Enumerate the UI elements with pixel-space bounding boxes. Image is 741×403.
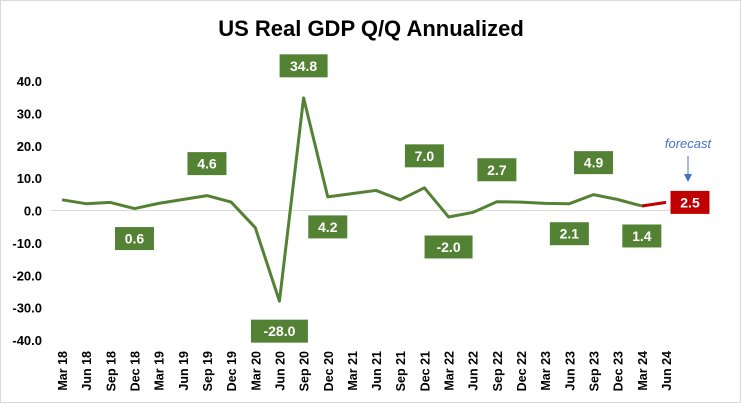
data-label: 4.6 [197, 156, 217, 172]
x-axis: Mar 18 Jun 18 Sep 18 Dec 18 Mar 19 Jun 19 Sep … [56, 351, 674, 391]
data-label-box [404, 144, 444, 168]
data-label: 2.5 [680, 194, 700, 210]
x-tick-label: Dec 18 [128, 351, 142, 391]
x-tick-label: Jun 23 [563, 351, 577, 391]
data-label: 0.6 [125, 231, 145, 247]
y-tick-label: 10.0 [17, 171, 42, 186]
x-tick-label: Mar 19 [153, 351, 167, 391]
arrow-head-icon [684, 174, 692, 182]
y-tick-label: 40.0 [17, 74, 42, 89]
forecast-annotation: forecast [665, 136, 713, 182]
series-lines [61, 96, 667, 303]
y-tick-label: 30.0 [17, 106, 42, 121]
data-label-box [670, 190, 710, 214]
y-tick-label: -20.0 [12, 268, 42, 283]
data-label-box [114, 227, 154, 251]
x-tick-label: Dec 22 [515, 351, 529, 391]
x-tick-label: Sep 19 [201, 351, 215, 391]
x-tick-label: Dec 23 [612, 351, 626, 391]
x-tick-label: Dec 21 [418, 351, 432, 391]
y-tick-label: -30.0 [12, 301, 42, 316]
data-label-box [308, 215, 348, 239]
data-label-box [279, 54, 328, 78]
data-label: 7.0 [415, 148, 435, 164]
data-label-box [477, 158, 517, 182]
x-tick-label: Sep 20 [298, 351, 312, 391]
x-tick-label: Mar 22 [443, 351, 457, 391]
data-label-box [250, 319, 308, 343]
x-tick-label: Mar 21 [346, 351, 360, 391]
x-tick-label: Jun 20 [273, 351, 287, 391]
y-tick-label: 20.0 [17, 139, 42, 154]
y-axis: 40.0 30.0 20.0 10.0 0.0 -10.0 -20.0 -30.0 -40.0 [12, 74, 42, 348]
data-labels: 0.6 4.6 -28.0 34.8 4.2 7.0 -2.0 2.7 2.1 4.9 1.4 2.5 [114, 54, 710, 343]
x-tick-label: Mar 18 [56, 351, 70, 391]
data-label-box [424, 235, 473, 259]
x-tick-label: Mar 24 [636, 351, 650, 391]
x-tick-label: Mar 20 [249, 351, 263, 391]
forecast-label: forecast [665, 136, 713, 151]
x-tick-label: Sep 23 [588, 351, 602, 391]
actual-gdp-line [61, 96, 643, 303]
y-tick-label: 0.0 [24, 204, 42, 219]
x-tick-label: Sep 22 [491, 351, 505, 391]
data-label-box [574, 151, 614, 175]
x-tick-label: Dec 20 [322, 351, 336, 391]
forecast-gdp-line [641, 200, 667, 208]
x-tick-label: Mar 23 [539, 351, 553, 391]
y-tick-label: -10.0 [12, 236, 42, 251]
chart-title: US Real GDP Q/Q Annualized [218, 16, 524, 41]
data-label-box [622, 224, 662, 248]
data-label: 2.1 [560, 226, 580, 242]
x-tick-label: Jun 21 [370, 351, 384, 391]
x-tick-label: Jun 24 [660, 351, 674, 391]
x-tick-label: Jun 18 [80, 351, 94, 391]
data-label: 4.9 [584, 155, 604, 171]
data-label-box [187, 152, 227, 176]
data-label: 1.4 [632, 228, 652, 244]
data-label: -2.0 [436, 239, 460, 255]
x-tick-label: Dec 19 [225, 351, 239, 391]
y-tick-label: -40.0 [12, 333, 42, 348]
x-tick-label: Sep 18 [104, 351, 118, 391]
x-tick-label: Jun 22 [467, 351, 481, 391]
data-label-box [549, 222, 589, 246]
x-tick-label: Jun 19 [177, 351, 191, 391]
data-label: -28.0 [263, 323, 295, 339]
x-tick-label: Sep 21 [394, 351, 408, 391]
data-label: 34.8 [290, 58, 317, 74]
data-label: 2.7 [487, 162, 507, 178]
data-label: 4.2 [318, 219, 338, 235]
